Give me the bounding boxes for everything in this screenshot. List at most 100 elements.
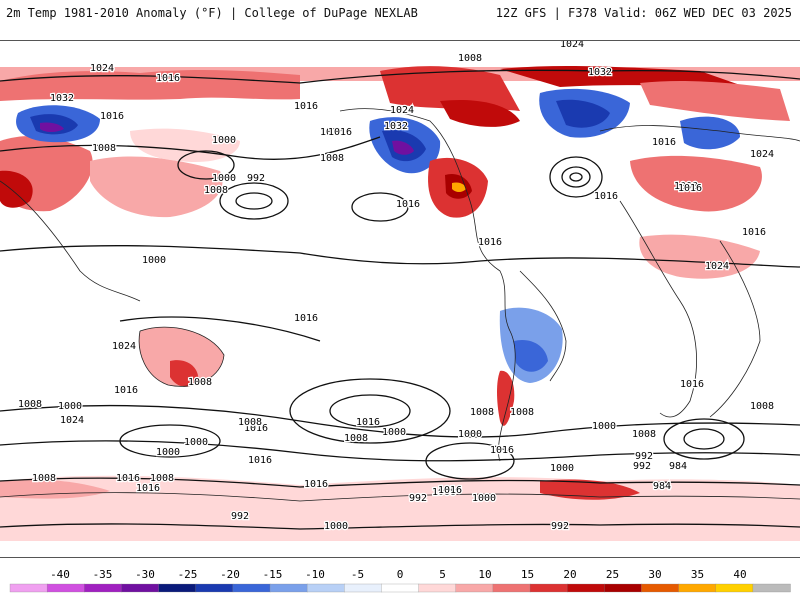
isobar-label: 1016 <box>294 101 318 112</box>
isobar-contours <box>0 69 800 530</box>
colorbar-tick-label: -30 <box>135 568 155 581</box>
colorbar-swatch <box>195 583 234 593</box>
colorbar-tick-label: -10 <box>305 568 325 581</box>
isobar-label: 1000 <box>212 173 236 184</box>
isobar-low-south-atlantic <box>425 442 515 480</box>
isobar-label: 1008 <box>204 185 228 196</box>
isobar-label: 1024 <box>560 41 584 50</box>
isobar-label: 1008 <box>510 407 534 418</box>
colorbar-tick-label: -5 <box>351 568 364 581</box>
isobar-label: 1024 <box>112 341 136 352</box>
coastline-south-america-east <box>519 270 567 382</box>
greenland-anomalies <box>539 88 762 279</box>
isobar-label: 1016 <box>244 423 268 434</box>
isobar-label: 1016 <box>248 455 272 466</box>
coastline-eurasia-north <box>599 125 800 142</box>
isobar-label: 1016 <box>396 199 420 210</box>
isobar-label: 1008 <box>750 401 774 412</box>
colorbar-labels: -40 -35 -30 -25 -20 -15 -10 -5 0 5 10 15 20 25 30 35 40 <box>50 568 747 581</box>
isobar-label: 1000 <box>212 135 236 146</box>
isobar-label: 1032 <box>384 121 408 132</box>
scandinavia-cold <box>680 116 740 150</box>
europe-cold-center <box>40 122 64 132</box>
chile-warm <box>497 370 515 426</box>
isobar-southern-ocean-2 <box>0 440 800 462</box>
arctic-canada-warm <box>380 66 520 111</box>
central-asia-warm <box>90 156 223 218</box>
isobar-label: 1024 <box>705 261 729 272</box>
isobar-low-south-indian-east-inner <box>683 428 725 450</box>
colorbar-swatch <box>418 583 457 593</box>
isobar-label: 1016 <box>490 445 514 456</box>
isobar-indian <box>119 316 321 342</box>
sahara-warm <box>639 234 760 279</box>
isobar-label: 1024 <box>60 415 84 426</box>
coastlines <box>0 108 800 502</box>
isobar-low-atlantic-core <box>569 172 583 182</box>
isobar-label: 1008 <box>92 143 116 154</box>
greenland-cold-core <box>556 99 610 128</box>
colorbar-swatch <box>9 583 48 593</box>
isobar-label: 1032 <box>588 67 612 78</box>
isobar-label: 1008 <box>150 473 174 484</box>
colorbar-swatch <box>306 583 345 593</box>
isobar-label: 1008 <box>18 399 42 410</box>
isobar-label: 1016 <box>328 127 352 138</box>
colorbar-tick-label: 0 <box>397 568 404 581</box>
canada-cold-center <box>392 140 414 155</box>
isobar-low-pacific <box>219 182 289 220</box>
colorbar-swatch <box>344 583 383 593</box>
colorbar-swatch <box>604 583 643 593</box>
colorbar-tick-label: 35 <box>691 568 704 581</box>
isobar-label: 1000 <box>592 421 616 432</box>
isobar-label: 1016 <box>320 127 344 138</box>
colorbar-swatch <box>158 583 197 593</box>
colorbar-tick-label: 10 <box>478 568 491 581</box>
isobar-low-atlantic-inner <box>561 166 591 188</box>
north-africa-warm <box>630 155 762 212</box>
colorbar-swatch <box>46 583 85 593</box>
isobar-low-siberia <box>177 150 235 180</box>
isobar-label: 1000 <box>142 255 166 266</box>
isobar-label: 1016 <box>742 227 766 238</box>
colorbar-tick-label: -35 <box>93 568 113 581</box>
isobar-label: 1008 <box>674 181 698 192</box>
isobar-label: 992 <box>633 461 651 472</box>
map-panel: 1032102410241032100810241032101610161008… <box>0 22 800 558</box>
isobar-label: 1008 <box>238 417 262 428</box>
colorbar-tick-label: 25 <box>606 568 619 581</box>
isobar-label: 1016 <box>294 313 318 324</box>
antarctica-anomalies <box>0 475 800 541</box>
isobar-label: 1024 <box>390 105 414 116</box>
map-title: 2m Temp 1981-2010 Anomaly (°F) | College… <box>6 6 418 20</box>
colorbar-tick-label: 15 <box>521 568 534 581</box>
isobar-label: 1008 <box>432 487 456 498</box>
isobar-low-south-indian <box>119 424 221 458</box>
coastline-asia-south <box>0 180 141 302</box>
isobar-label: 992 <box>247 173 265 184</box>
colorbar-swatch <box>492 583 531 593</box>
isobar-label: 1000 <box>324 521 348 532</box>
colorbar-swatch <box>269 583 308 593</box>
colorbar-swatch <box>121 583 160 593</box>
colorbar-swatch <box>84 583 123 593</box>
isobar-arctic <box>0 69 800 84</box>
south-brazil-cold <box>514 339 548 372</box>
isobar-label: 1016 <box>304 479 328 490</box>
isobar-label: 1008 <box>32 473 56 484</box>
colorbar-swatch <box>641 583 680 593</box>
isobar-label: 1016 <box>438 485 462 496</box>
isobar-label: 1008 <box>470 407 494 418</box>
isobar-south-pacific-high-inner <box>329 394 411 428</box>
isobar-label: 984 <box>653 481 671 492</box>
colorbar-svg: -40 -35 -30 -25 -20 -15 -10 -5 0 5 10 15 20 25 30 35 40 <box>9 568 791 593</box>
coastline-antarctica <box>0 492 800 502</box>
colorbar-tick-label: 20 <box>563 568 576 581</box>
isobar-label: 992 <box>551 521 569 532</box>
isobar-label: 1016 <box>478 237 502 248</box>
isobar-antarctic-coast <box>0 477 800 488</box>
colorbar-tick-label: -40 <box>50 568 70 581</box>
isobar-low-pacific-inner <box>235 192 273 210</box>
isobar-low-atlantic <box>549 156 603 198</box>
colorbar-tick-label: 5 <box>439 568 446 581</box>
